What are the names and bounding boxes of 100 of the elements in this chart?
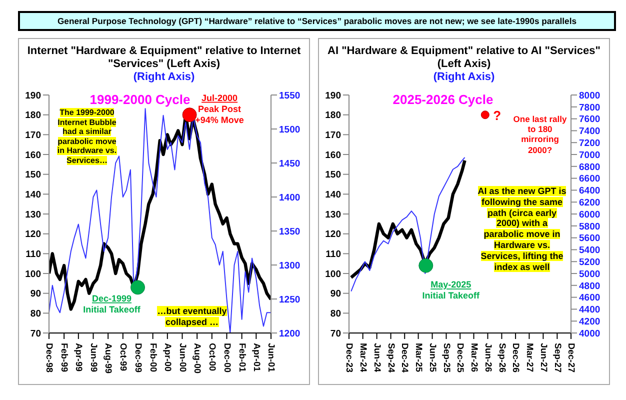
x-tick-label: Dec-00	[222, 343, 232, 373]
y2-tick-label: 5800	[579, 221, 600, 232]
x-tick-label: Aug-00	[192, 343, 203, 374]
y2-tick-label: 7200	[579, 138, 600, 149]
y2-tick-label: 1450	[279, 158, 300, 170]
annotation: AI as the new GPT is following the same path (circa early 2000) with a parabolic move in Hardware vs. Services, lifting the index as well	[478, 186, 566, 272]
y2-tick-label: 6800	[579, 162, 600, 173]
y-tick-label: 90	[330, 288, 341, 300]
x-tick-label: Apr-99	[74, 343, 84, 372]
y2-tick-label: 5600	[579, 233, 600, 244]
y2-tick-label: 5000	[579, 268, 600, 280]
y2-tick-label: 4400	[579, 304, 600, 316]
y-tick-label: 140	[25, 190, 41, 201]
y-tick-label: 150	[25, 170, 41, 181]
y-tick-label: 100	[325, 268, 341, 280]
x-tick-label: Oct-00	[208, 343, 218, 372]
y2-tick-label: 1250	[279, 294, 300, 306]
x-tick-label: Jun-25	[428, 343, 438, 372]
x-tick-label: Dec-23	[344, 343, 355, 373]
y2-tick-label: 6000	[579, 209, 600, 220]
y-tick-label: 100	[25, 268, 41, 280]
y2-tick-label: 6600	[579, 174, 600, 185]
x-tick-label: Sep-24	[386, 343, 396, 373]
x-tick-label: Apr-00	[163, 343, 174, 372]
x-tick-label: Mar-26	[469, 343, 480, 372]
annotation: 1999-2000 Cycle	[90, 92, 190, 107]
y-tick-label: 110	[326, 249, 341, 260]
y-tick-label: 70	[330, 328, 341, 340]
y2-tick-label: 5200	[579, 256, 600, 268]
y2-tick-label: 4800	[579, 280, 600, 292]
x-tick-label: Mar-25	[414, 343, 424, 372]
y-tick-label: 150	[325, 170, 341, 181]
y-tick-label: 180	[25, 110, 41, 122]
y-tick-label: 190	[25, 90, 41, 102]
x-tick-label: Dec-26	[511, 343, 522, 373]
y2-tick-label: 6400	[579, 186, 600, 197]
y2-tick-label: 1400	[279, 192, 300, 204]
annotation: ?	[493, 108, 502, 123]
x-tick-label: Jun-24	[372, 343, 382, 372]
y-tick-label: 180	[325, 110, 341, 122]
x-tick-label: Jun-27	[538, 343, 549, 372]
x-tick-label: Sep-25	[442, 343, 452, 373]
y2-tick-label: 1350	[279, 226, 300, 238]
y2-tick-label: 5400	[579, 245, 600, 256]
y-tick-label: 120	[325, 229, 341, 240]
y-tick-label: 70	[30, 328, 41, 340]
y2-tick-label: 7800	[579, 102, 600, 114]
x-tick-label: Feb-99	[60, 343, 70, 372]
x-tick-label: Dec-98	[44, 343, 55, 373]
x-tick-label: Jun-01	[266, 343, 277, 372]
y2-tick-label: 1300	[279, 260, 300, 272]
y-tick-label: 90	[30, 288, 41, 300]
y-tick-label: 170	[325, 130, 341, 142]
x-tick-label: Mar-24	[358, 343, 368, 372]
y-tick-label: 80	[330, 308, 341, 320]
y-tick-label: 130	[25, 209, 41, 220]
y-tick-label: 80	[30, 308, 41, 320]
y-tick-label: 120	[25, 229, 41, 240]
x-tick-label: Sep-26	[497, 343, 508, 373]
chart-subtitle: (Right Axis)	[132, 71, 196, 84]
y2-tick-label: 4000	[579, 328, 600, 340]
y2-tick-label: 7600	[579, 114, 600, 126]
y2-tick-label: 4600	[579, 292, 600, 304]
x-tick-label: Jun-99	[88, 343, 99, 372]
x-tick-label: Apr-01	[252, 343, 262, 372]
y2-tick-label: 4200	[579, 316, 600, 328]
annotation: Dec-1999 Initial Takeoff	[83, 293, 142, 314]
y2-tick-label: 1200	[279, 328, 300, 340]
y-tick-label: 160	[25, 150, 41, 161]
y2-tick-label: 1550	[279, 90, 300, 102]
y2-tick-label: 6200	[579, 197, 600, 208]
x-tick-label: Sep-27	[552, 343, 563, 373]
chart-subtitle: (Right Axis)	[432, 71, 496, 84]
y-tick-label: 170	[25, 130, 41, 142]
y-tick-label: 140	[325, 190, 341, 201]
x-tick-label: Jun-00	[178, 343, 188, 372]
x-tick-label: Mar-27	[524, 343, 535, 372]
x-tick-label: Feb-01	[237, 343, 248, 372]
annotation: …but eventually collapsed …	[157, 306, 227, 327]
annotation: May-2025 Initial Takeoff	[422, 280, 481, 301]
y2-tick-label: 8000	[579, 90, 600, 102]
x-tick-label: Jun-26	[483, 343, 494, 372]
y2-tick-label: 7000	[579, 150, 600, 161]
annotation: Jul-2000 Peak Post +94% Move	[195, 92, 244, 125]
x-tick-label: Dec-27	[566, 343, 577, 373]
x-tick-label: Aug-99	[104, 343, 114, 374]
x-tick-label: Dec-25	[456, 343, 466, 373]
text: General Purpose Technology (GPT) “Hardware” relative to “Services” parabolic moves are not new; we see late-1990s parallels	[57, 16, 576, 26]
chart-title: AI "Hardware & Equipment" relative to AI "Services" (Left Axis)	[328, 45, 600, 70]
x-tick-label: Dec-99	[133, 343, 144, 373]
annotation: 2025-2026 Cycle	[392, 92, 494, 107]
y2-tick-label: 1500	[279, 124, 300, 136]
y2-tick-label: 7400	[579, 126, 600, 138]
x-tick-label: Feb-00	[148, 343, 158, 372]
y-tick-label: 130	[325, 209, 341, 220]
x-tick-label: Oct-99	[118, 343, 129, 372]
x-tick-label: Dec-24	[400, 343, 410, 373]
y-tick-label: 190	[325, 90, 341, 102]
annotation: One last rally to 180 mirroring 2000?	[513, 114, 567, 155]
y-tick-label: 160	[325, 150, 341, 161]
